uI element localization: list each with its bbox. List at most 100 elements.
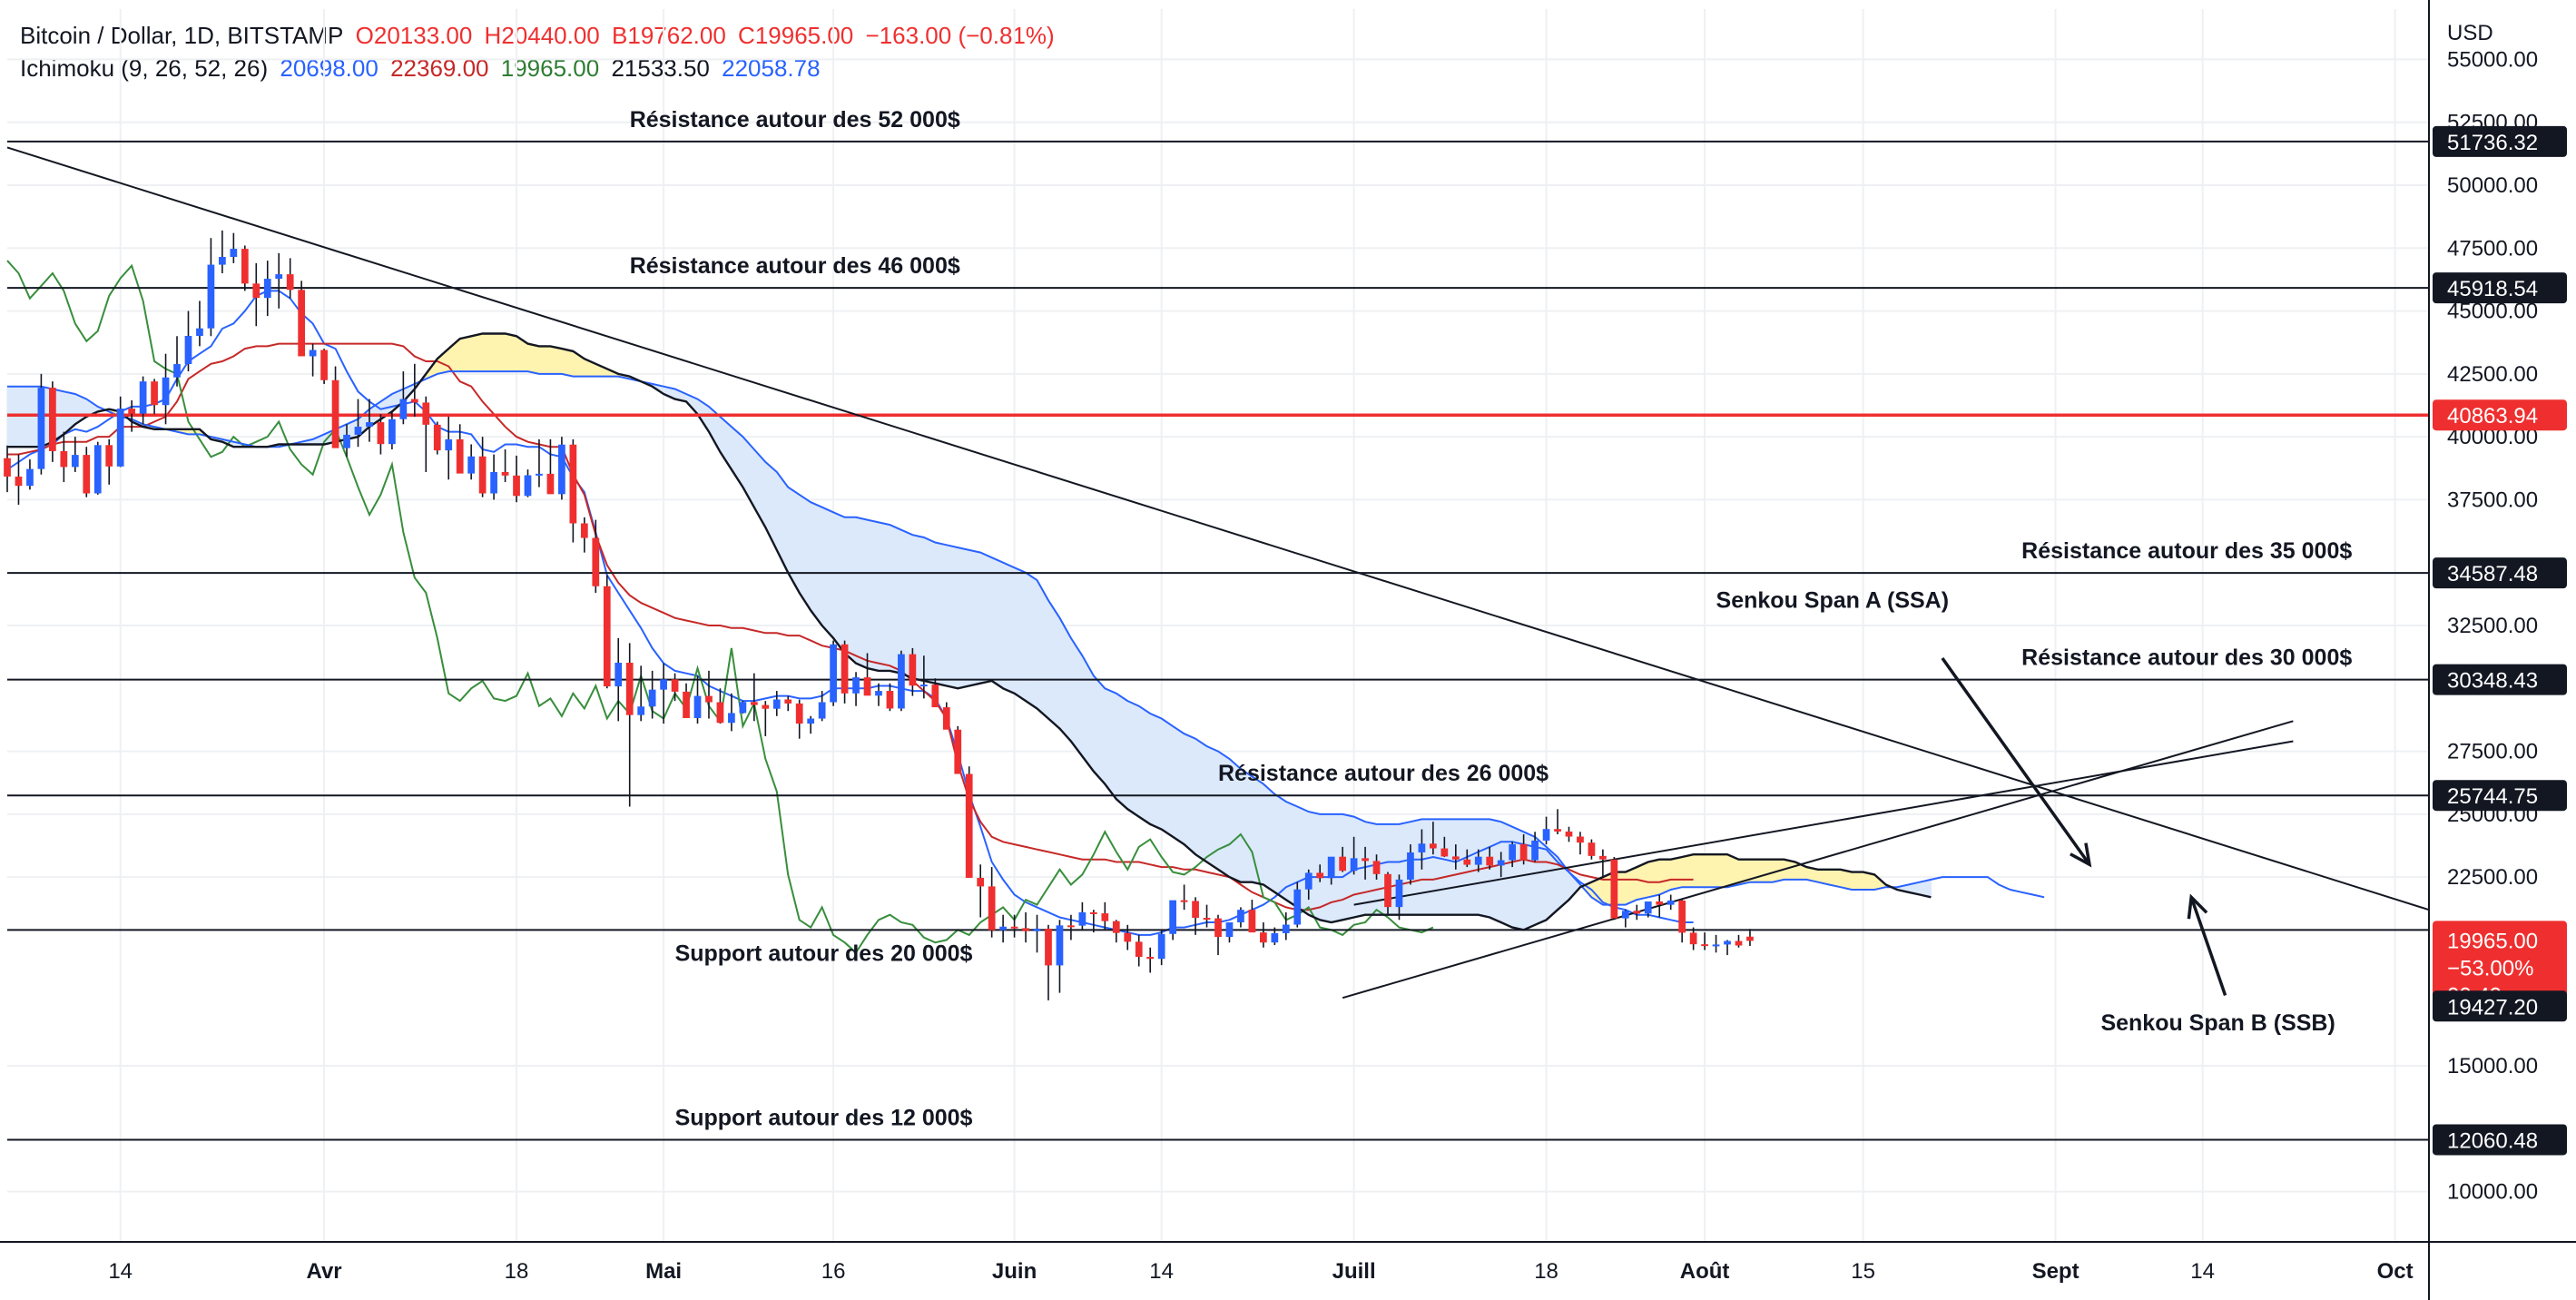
candle-body [490,471,497,494]
candle-body [1056,925,1064,966]
candle [784,695,792,712]
candle-body [1146,956,1155,960]
kumo-segment [1489,818,1502,923]
candle [863,653,871,696]
candle-body [1440,848,1449,857]
symbol-legend: Bitcoin / Dollar, 1D, BITSTAMP O20133.00… [20,22,1060,50]
candle-body [818,702,826,719]
level-price-tag-bg [2433,399,2567,431]
kumo-segment [1037,578,1049,720]
level-price-tag-text: 40863.94 [2447,404,2538,428]
candle [1633,904,1641,921]
candle [739,701,747,714]
y-tick-label: 50000.00 [2447,173,2538,198]
candle [1577,832,1584,855]
candle [1667,894,1675,911]
annotation-arrowhead [2187,893,2208,920]
candle-body [71,455,79,468]
candle-body [1509,843,1517,861]
candle-body [1599,855,1607,860]
candle-body [1135,941,1143,957]
candle [1588,839,1596,860]
candle [320,349,328,384]
candle-body [298,290,306,357]
candle [818,691,826,722]
candle-body [116,409,124,467]
kumo-segment [1116,692,1128,811]
candle [795,699,803,739]
x-tick-label: Juill [1332,1259,1376,1284]
x-tick-label: 16 [821,1259,846,1284]
candle-body [1180,900,1188,902]
candle-body [1192,901,1199,919]
candle-body [26,468,34,487]
candle [886,683,894,712]
candle [931,678,939,708]
level-annotation: Support autour des 12 000$ [675,1105,973,1130]
candle [1350,836,1358,875]
open-value: O20133.00 [355,22,473,49]
candle-body [1497,860,1505,866]
level-price-tag-bg [2433,1124,2567,1156]
candle [93,441,102,495]
candle [728,693,735,732]
candle-body [207,264,215,329]
candle-body [919,684,928,687]
candle [196,300,203,347]
candle-body [648,689,656,707]
candle [15,454,23,505]
candle [1304,869,1313,901]
kumo-segment [1455,818,1468,916]
candle-body [1010,926,1018,929]
candle [83,447,91,497]
kumo-segment [6,386,19,448]
candle-body [1746,936,1754,941]
candle [410,363,418,417]
annotation-arrow [2189,896,2227,996]
candle [1542,816,1550,845]
candle-body [1577,836,1584,843]
candle [841,640,849,704]
candle-body [1407,852,1414,880]
candle-body [1157,933,1165,960]
x-tick-label: 14 [108,1259,133,1284]
candle-body [162,377,170,406]
kumo-segment [1195,737,1208,863]
candle-body [750,702,758,705]
candle-body [898,654,905,709]
candle [615,637,623,722]
candle [298,281,306,357]
candle-body [399,399,408,419]
candle-body [1735,941,1743,946]
candle-body [1430,843,1437,849]
candle-body [988,886,996,931]
kumo-segment [1263,783,1275,893]
candle [139,376,147,425]
candle [1418,829,1426,870]
candle-body [1712,944,1720,947]
low-price-tag: 19427.20 [2433,990,2567,1022]
candle [592,519,600,593]
kumo-segment [526,342,540,375]
x-tick-label: Mai [645,1259,682,1284]
candle-body [762,704,770,709]
level-price-tag-bg [2433,664,2567,695]
candle-body [513,475,520,497]
candle [1169,900,1176,941]
candle-body [536,473,543,476]
kumo-segment [855,517,869,669]
candle-body [546,473,555,495]
kumo-segment [1104,687,1117,801]
kumo-segment [1693,853,1706,888]
kumo-segment [549,345,563,375]
kumo-segment [1760,859,1774,883]
candle [671,673,679,702]
y-axis: USD10000.0015000.0022500.0025000.0027500… [2433,21,2567,1205]
candle-body [501,471,509,476]
candle [807,715,815,734]
candle [433,421,441,455]
candle-body [705,695,713,703]
candle [1509,842,1517,868]
kijun-senline [7,342,1694,911]
